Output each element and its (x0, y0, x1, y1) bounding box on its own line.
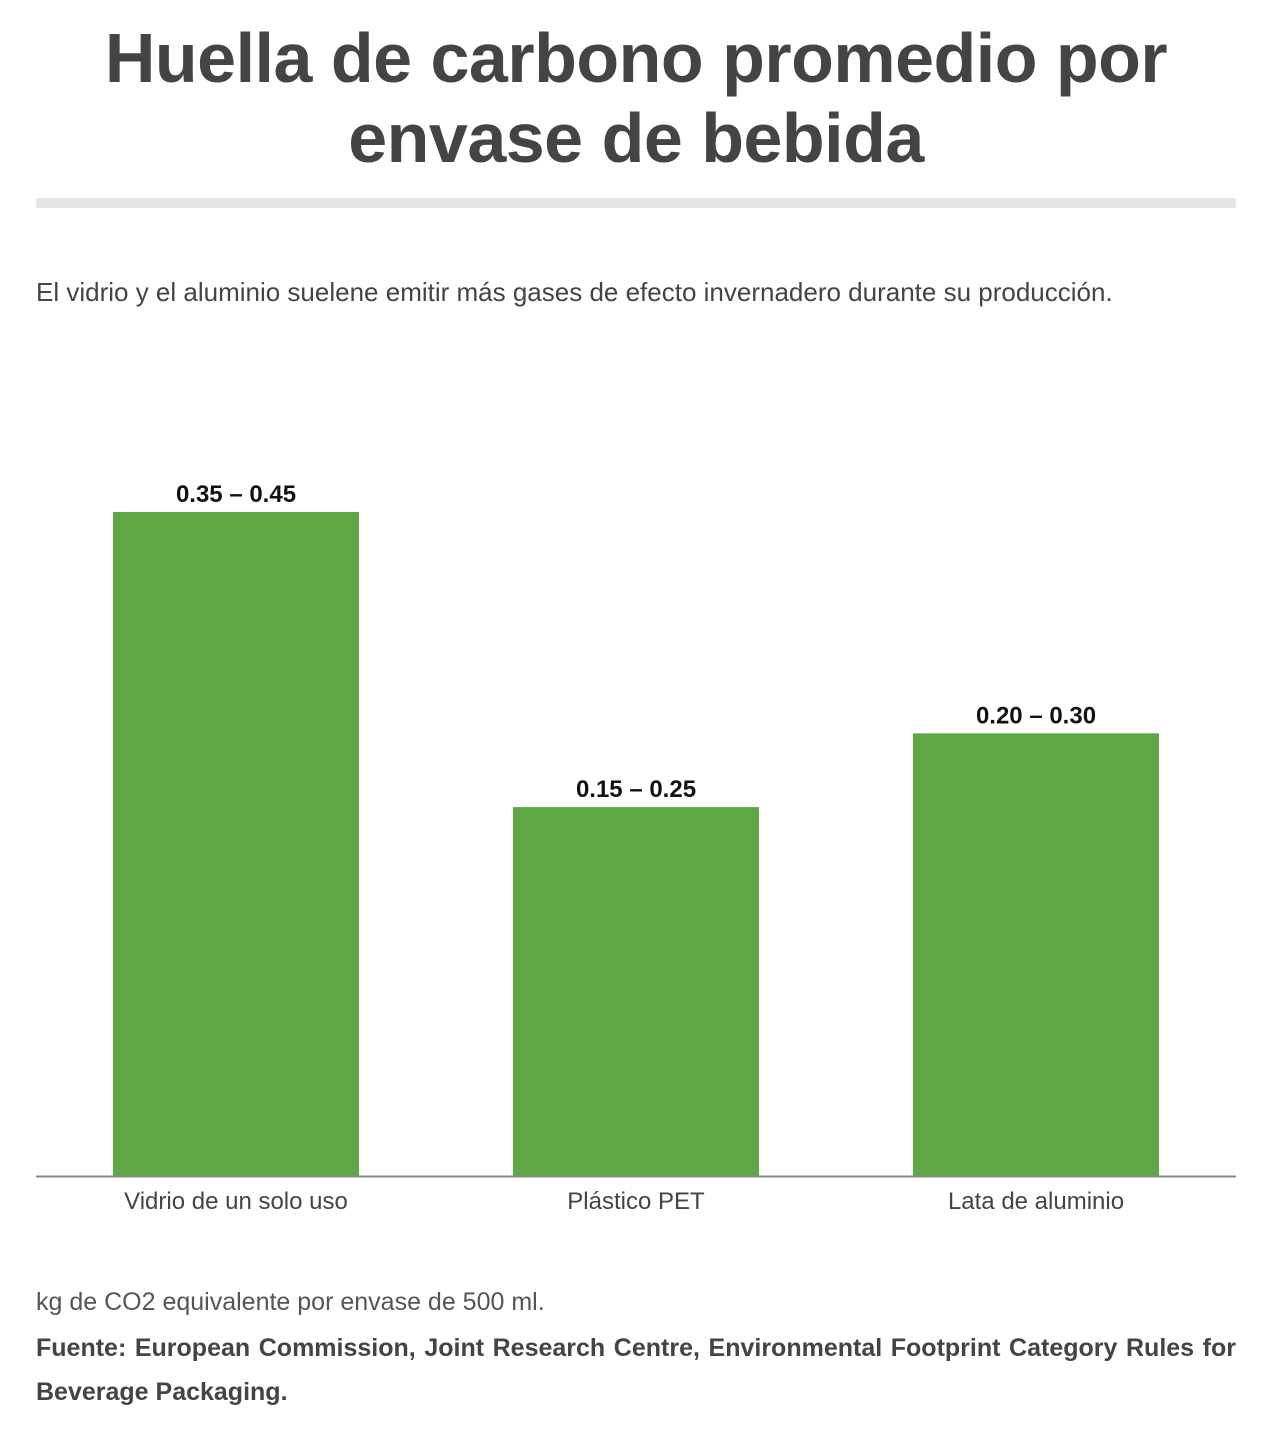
bars-group: 0.35 – 0.45 Vidrio de un solo uso 0.15 – 0… (113, 481, 1159, 1215)
category-label-2: Lata de aluminio (948, 1188, 1124, 1215)
bar-value-label-2: 0.20 – 0.30 (976, 702, 1096, 729)
source-note: Fuente: European Commission, Joint Resea… (36, 1334, 1236, 1406)
bar-value-label-1: 0.15 – 0.25 (576, 776, 696, 803)
chart-title: Huella de carbono promedio por envase de… (104, 19, 1168, 177)
bar-chart: 0.35 – 0.45 Vidrio de un solo uso 0.15 – 0… (36, 481, 1236, 1215)
bar-1 (513, 807, 759, 1176)
bar-0 (113, 512, 359, 1176)
chart-subtitle: El vidrio y el aluminio suelene emitir m… (36, 277, 1113, 307)
title-divider (36, 198, 1236, 208)
unit-note: kg de CO2 equivalente por envase de 500 … (36, 1288, 545, 1316)
category-label-1: Plástico PET (567, 1188, 705, 1215)
bar-value-label-0: 0.35 – 0.45 (176, 481, 296, 508)
category-label-0: Vidrio de un solo uso (124, 1188, 348, 1215)
bar-2 (913, 733, 1159, 1176)
